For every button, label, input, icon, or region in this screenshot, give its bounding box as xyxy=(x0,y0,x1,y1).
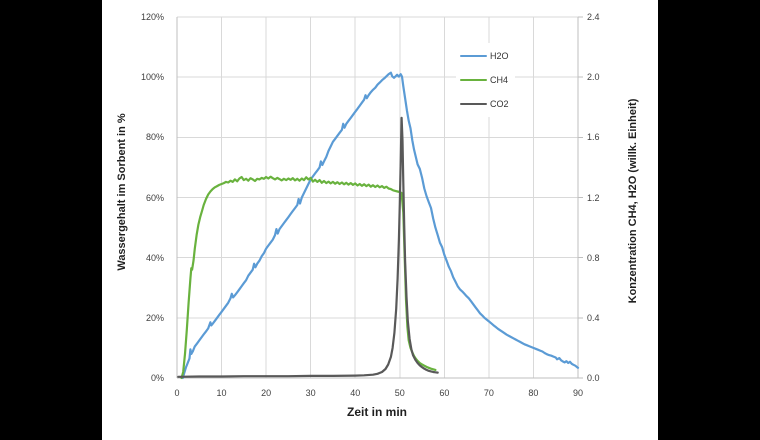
series-line-CH4 xyxy=(180,175,437,380)
legend-item-CH4: CH4 xyxy=(460,68,509,92)
x-tick-label: 50 xyxy=(394,388,405,398)
legend-label: H2O xyxy=(490,51,509,61)
y-left-tick-label: 100% xyxy=(140,72,164,83)
legend-line-sample-icon xyxy=(460,54,487,58)
legend-line-sample-icon xyxy=(460,102,487,106)
x-tick-label: 70 xyxy=(483,388,494,398)
legend-label: CH4 xyxy=(490,75,509,85)
y-right-tick-label: 2.4 xyxy=(587,12,600,22)
right-axis-title: Konzentration CH4, H2O (willk. Einheit) xyxy=(627,98,639,304)
legend: H2O CH4 CO2 xyxy=(456,43,515,117)
x-tick-label: 20 xyxy=(261,388,272,398)
y-left-tick-label: 60% xyxy=(145,192,164,203)
x-tick-label: 10 xyxy=(216,388,227,398)
y-left-tick-label: 120% xyxy=(140,12,164,22)
x-tick-label: 90 xyxy=(572,388,583,398)
y-left-tick-label: 40% xyxy=(145,252,164,263)
legend-item-H2O: H2O xyxy=(460,44,509,68)
y-right-tick-label: 0.4 xyxy=(587,312,600,323)
y-left-tick-label: 0% xyxy=(150,373,164,383)
x-tick-label: 80 xyxy=(528,388,539,398)
series-line-H2O xyxy=(181,71,580,380)
x-tick-label: 60 xyxy=(439,388,450,398)
x-tick-label: 40 xyxy=(350,388,361,398)
y-right-tick-label: 0.0 xyxy=(587,373,600,383)
x-axis-title: Zeit in min xyxy=(347,405,407,419)
x-tick-label: 30 xyxy=(305,388,316,398)
legend-line-sample-icon xyxy=(460,78,487,82)
y-right-tick-label: 0.8 xyxy=(587,252,600,263)
x-tick-label: 0 xyxy=(174,388,180,398)
legend-item-CO2: CO2 xyxy=(460,92,509,116)
y-right-tick-label: 1.2 xyxy=(587,192,600,203)
series-line-CO2 xyxy=(177,116,439,378)
y-right-tick-label: 2.0 xyxy=(587,72,600,83)
chart-panel xyxy=(102,0,658,440)
y-left-tick-label: 80% xyxy=(145,132,164,143)
y-left-tick-label: 20% xyxy=(145,312,164,323)
legend-label: CO2 xyxy=(490,99,509,109)
y-right-tick-label: 1.6 xyxy=(587,132,600,143)
